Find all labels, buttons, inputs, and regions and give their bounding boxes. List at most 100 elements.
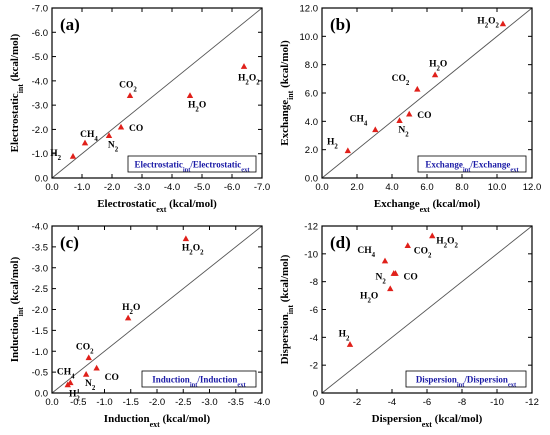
y-axis-label: Dispersionint (kcal/mol) — [279, 254, 295, 364]
panel-label: (d) — [330, 233, 351, 252]
data-point-label: CO — [404, 272, 418, 282]
legend-text: Exchangeint/Exchangeext — [425, 160, 519, 174]
data-point-label: H2O — [122, 303, 140, 316]
x-tick-label: 0 — [319, 397, 324, 408]
data-point-marker — [67, 379, 74, 386]
x-tick-label: -6.0 — [224, 182, 240, 193]
data-point-label: H2 — [69, 390, 80, 403]
data-point-marker — [381, 257, 389, 264]
y-tick-label: -12 — [304, 222, 318, 233]
x-tick-label: -2.0 — [149, 397, 165, 408]
data-point-label: CO — [129, 124, 143, 134]
data-point-label: H2 — [327, 138, 338, 151]
y-tick-label: 10.0 — [300, 32, 319, 43]
data-point-marker — [124, 314, 132, 321]
diagonal-line — [51, 225, 263, 394]
x-tick-label: 2.0 — [350, 182, 363, 193]
data-point-marker — [499, 20, 507, 27]
x-tick-label: -3.5 — [228, 397, 244, 408]
x-tick-label: -12 — [525, 397, 539, 408]
data-point-marker — [186, 92, 194, 98]
data-point-marker — [387, 285, 394, 292]
x-tick-label: -4.0 — [164, 182, 180, 193]
diagonal-line — [321, 7, 533, 179]
y-tick-label: -4.0 — [32, 76, 48, 87]
diagonal-line — [51, 7, 263, 179]
data-point-label: CO — [105, 373, 119, 383]
data-point-marker — [346, 341, 354, 347]
data-point-label: H2O — [188, 100, 206, 113]
y-tick-label: -1.5 — [32, 326, 48, 337]
y-tick-label: -6.0 — [32, 28, 48, 39]
panel-a: 0.0 -1.0 -2.0 -3.0 -4.0 -5.0 -6.0 -7.0 0.0 -1.0 -2… — [9, 4, 270, 214]
x-tick-label: -8 — [458, 397, 466, 408]
y-tick-label: -3.0 — [32, 101, 48, 112]
x-tick-label: -7.0 — [254, 182, 270, 193]
x-tick-label: -2.5 — [175, 397, 191, 408]
legend-box — [127, 155, 257, 173]
x-tick-label: 4.0 — [385, 182, 398, 193]
data-point-label: H2O — [429, 60, 447, 73]
x-tick-label: -1.0 — [74, 182, 90, 193]
panel-label: (a) — [60, 15, 80, 34]
data-point-marker — [105, 132, 113, 139]
data-point-label: CH4 — [57, 368, 75, 381]
y-tick-label: -10 — [304, 249, 318, 260]
x-axis-label: Exchangeext (kcal/mol) — [374, 198, 481, 214]
y-tick-label: -7.0 — [32, 4, 48, 15]
panel-b: 0.0 2.0 4.0 6.0 8.0 10.0 12.0 0.0 2.0 4.0 6.0 8.0 10… — [279, 4, 541, 214]
data-point-marker — [81, 139, 89, 146]
x-tick-label: 8.0 — [455, 182, 468, 193]
x-tick-label: 0.0 — [315, 182, 328, 193]
data-point-marker — [117, 123, 125, 130]
diagonal-line — [321, 225, 533, 394]
x-tick-label: 6.0 — [420, 182, 433, 193]
data-point-label: CO2 — [392, 74, 410, 87]
y-tick-label: 6.0 — [305, 89, 318, 100]
data-point-label: N2 — [108, 141, 119, 154]
data-point-label: H2O2 — [477, 17, 499, 30]
legend-text: Electrostaticint/Electrostaticext — [135, 160, 251, 174]
data-point-label: H2O2 — [182, 244, 204, 257]
x-axis-label: Dispersionext (kcal/mol) — [372, 413, 483, 429]
data-point-label: H2O2 — [436, 237, 458, 250]
panel-label: (c) — [60, 233, 79, 252]
x-tick-label: 10.0 — [488, 182, 507, 193]
panel-d: 0 -2 -4 -6 -8 -10 -12 0 -2 -4 -6 -8 -10 -12 Dispersion… — [279, 222, 539, 429]
y-tick-label: 12.0 — [300, 4, 319, 15]
data-point-label: H2 — [339, 329, 350, 342]
data-point-marker — [392, 270, 399, 276]
y-tick-label: -2.0 — [32, 125, 48, 136]
data-point-label: N2 — [85, 379, 96, 392]
x-tick-label: -6 — [423, 397, 431, 408]
x-tick-label: -4 — [388, 397, 396, 408]
y-tick-label: 0.0 — [35, 174, 48, 185]
data-point-marker — [372, 126, 379, 133]
data-point-label: H2O2 — [238, 73, 260, 86]
legend-box — [405, 370, 527, 388]
x-tick-label: -0.5 — [70, 397, 86, 408]
y-tick-label: -2.0 — [32, 305, 48, 316]
panel-label: (b) — [330, 15, 351, 34]
y-tick-label: -4 — [310, 333, 318, 344]
x-tick-label: 0.0 — [45, 182, 58, 193]
legend-box — [417, 155, 527, 173]
y-tick-label: -0.5 — [32, 368, 48, 379]
y-tick-label: -2.5 — [32, 284, 48, 295]
x-tick-label: 0.0 — [45, 397, 58, 408]
y-tick-label: -8 — [310, 277, 318, 288]
data-point-marker — [406, 110, 413, 117]
data-point-marker — [396, 117, 403, 124]
y-tick-label: -3.5 — [32, 242, 48, 253]
legend-text: Inductionint/Inductionext — [152, 375, 246, 389]
x-tick-label: -1.0 — [96, 397, 112, 408]
legend-text: Dispersionint/Dispersionext — [416, 375, 517, 389]
y-tick-label: 0.0 — [305, 174, 318, 185]
x-tick-label: -3.0 — [201, 397, 217, 408]
data-point-marker — [69, 152, 77, 159]
x-tick-label: -1.5 — [123, 397, 139, 408]
y-axis-label: Exchangeint (kcal/mol) — [279, 40, 295, 146]
y-axis-label: Inductionint (kcal/mol) — [9, 256, 25, 362]
y-tick-label: 2.0 — [305, 145, 318, 156]
